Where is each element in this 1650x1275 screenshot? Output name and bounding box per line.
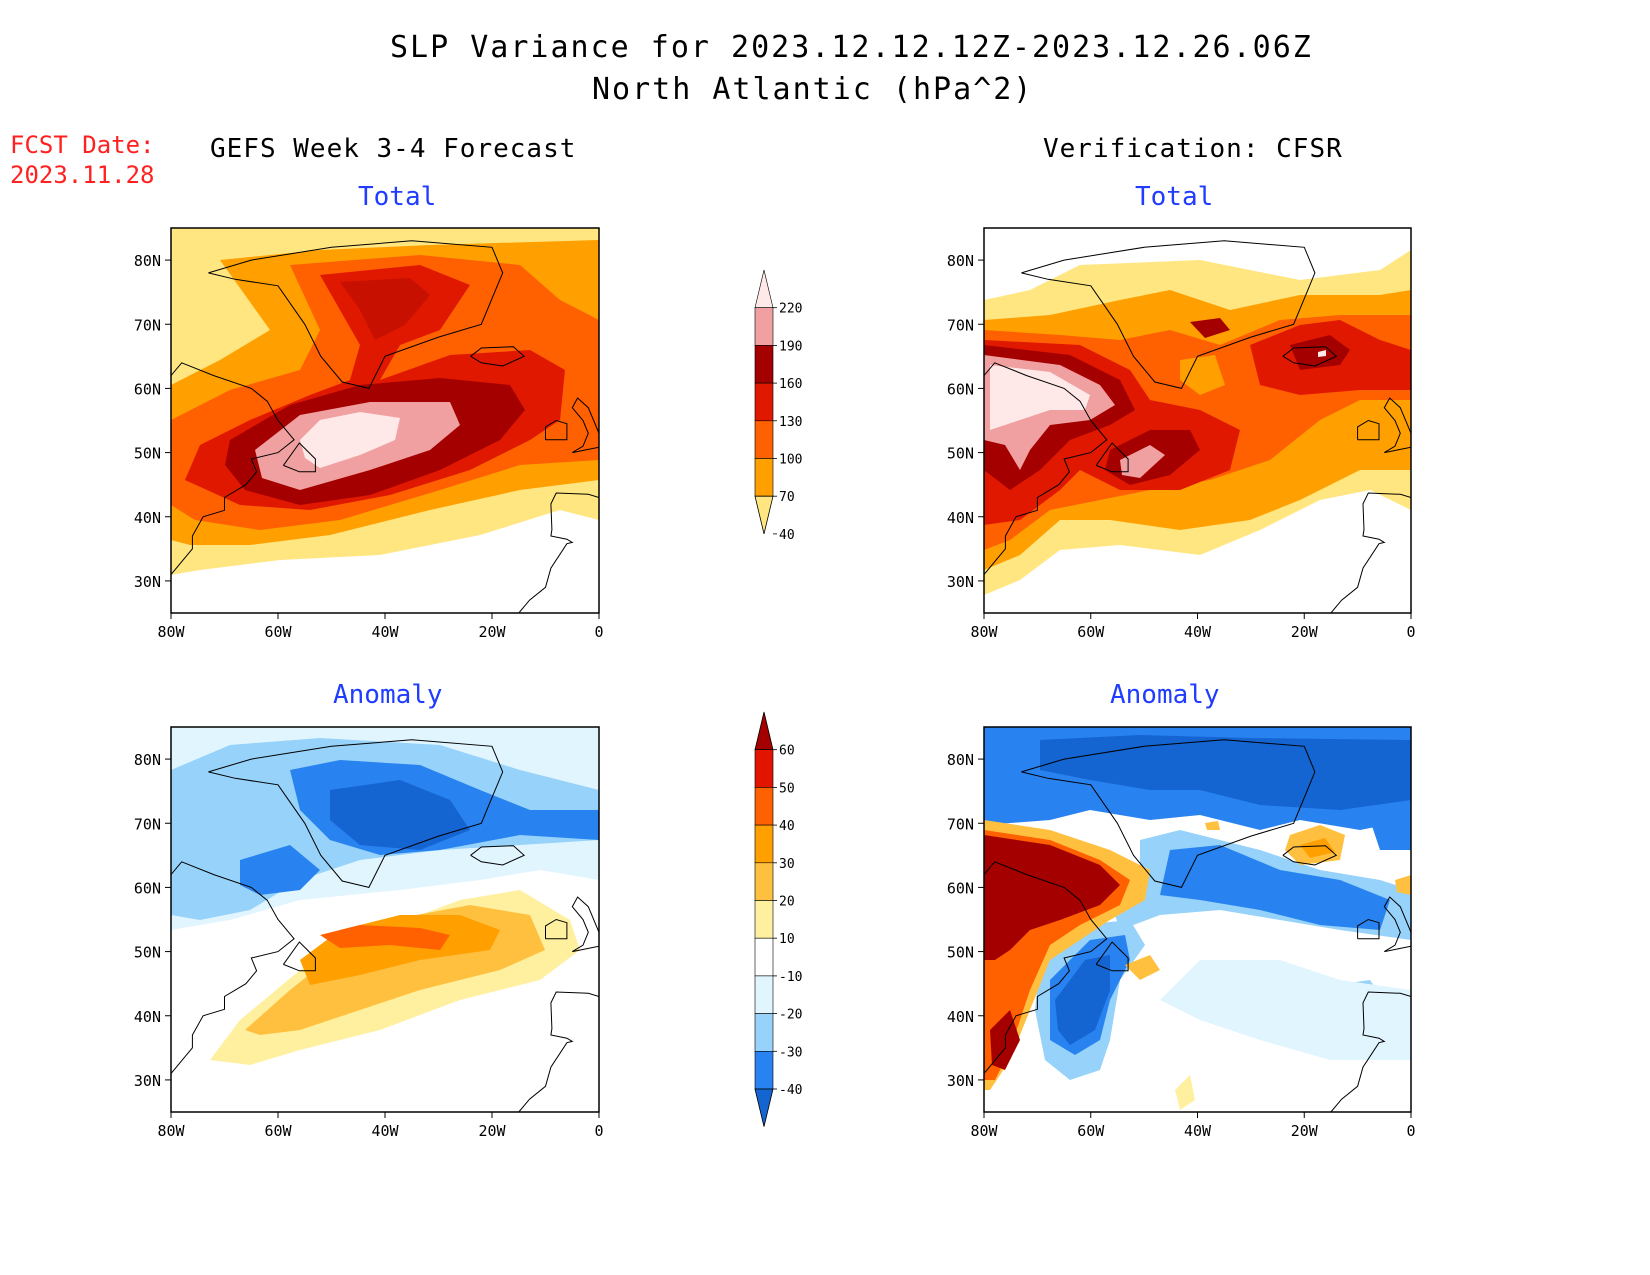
coastline bbox=[984, 739, 1411, 1112]
lat-tick-label: 50N bbox=[134, 944, 161, 962]
colorbar-label: -10 bbox=[779, 970, 802, 985]
map-verification-total bbox=[984, 228, 1411, 613]
coastline bbox=[171, 240, 599, 613]
lat-tick-label: 60N bbox=[947, 879, 974, 897]
fcst-date-value: 2023.11.28 bbox=[10, 161, 155, 189]
colorbar-total: 220 190 160 130 100 70 40 bbox=[754, 269, 802, 543]
lon-tick-label: 80W bbox=[970, 1122, 998, 1140]
lat-tick-label: 40N bbox=[134, 1008, 161, 1026]
panel-title-verification-total: Total bbox=[1135, 182, 1214, 212]
panel-title-forecast-total: Total bbox=[358, 182, 437, 212]
lon-tick-label: 0 bbox=[1406, 1122, 1415, 1140]
colorbar-label: 70 bbox=[779, 490, 795, 505]
lon-tick-label: 60W bbox=[1077, 1122, 1105, 1140]
colorbar-label: 190 bbox=[779, 339, 802, 354]
lat-tick-label: 80N bbox=[134, 252, 161, 270]
lat-tick-label: 80N bbox=[947, 751, 974, 769]
lat-tick-label: 40N bbox=[947, 509, 974, 527]
panel-title-forecast-anomaly: Anomaly bbox=[333, 680, 443, 710]
lat-tick-label: 30N bbox=[947, 573, 974, 591]
lon-tick-label: 80W bbox=[970, 623, 998, 641]
colorbar-segment bbox=[754, 458, 774, 497]
panel-title-verification-anomaly: Anomaly bbox=[1110, 680, 1220, 710]
lon-tick-label: 20W bbox=[478, 623, 506, 641]
lon-tick-label: 0 bbox=[594, 1122, 603, 1140]
lat-tick-label: 70N bbox=[947, 316, 974, 334]
main-subtitle: North Atlantic (hPa^2) bbox=[592, 72, 1034, 107]
colorbar-label: -20 bbox=[779, 1008, 802, 1023]
colorbar-segment bbox=[754, 824, 774, 864]
colorbar-label: 40 bbox=[779, 528, 795, 543]
colorbar-segment bbox=[754, 975, 774, 1014]
lon-tick-label: 0 bbox=[1406, 623, 1415, 641]
lat-tick-label: 60N bbox=[134, 380, 161, 398]
colorbar-anomaly: 60 50 40 30 20 10 -10 -20 -30 -40 bbox=[754, 711, 802, 1127]
lat-tick-label: 30N bbox=[134, 1072, 161, 1090]
column-title-forecast: GEFS Week 3-4 Forecast bbox=[210, 134, 577, 164]
lon-tick-label: 20W bbox=[1291, 623, 1319, 641]
lon-tick-label: 40W bbox=[1184, 1122, 1212, 1140]
colorbar-label: 10 bbox=[779, 932, 795, 947]
colorbar-label: 20 bbox=[779, 895, 795, 910]
lat-tick-label: 40N bbox=[134, 509, 161, 527]
colorbar-segment bbox=[754, 495, 774, 534]
lat-tick-label: 70N bbox=[134, 316, 161, 334]
lat-tick-label: 60N bbox=[947, 380, 974, 398]
column-title-verification: Verification: CFSR bbox=[1043, 134, 1343, 164]
lon-tick-label: 60W bbox=[1077, 623, 1105, 641]
colorbar-label: -40 bbox=[779, 1083, 802, 1098]
coastline bbox=[171, 739, 599, 1112]
colorbar-segment bbox=[754, 937, 774, 977]
colorbar-segment bbox=[754, 420, 774, 459]
colorbar-segment bbox=[754, 862, 774, 901]
colorbar-segment bbox=[754, 900, 774, 939]
colorbar-label: 50 bbox=[779, 781, 795, 796]
main-title: SLP Variance for 2023.12.12.12Z-2023.12.… bbox=[390, 30, 1313, 65]
lat-tick-label: 70N bbox=[947, 815, 974, 833]
colorbar-segment bbox=[754, 787, 774, 826]
colorbar-segment bbox=[754, 345, 774, 384]
colorbar-segment bbox=[754, 269, 774, 308]
lat-tick-label: 50N bbox=[947, 944, 974, 962]
colorbar-segment bbox=[754, 1013, 774, 1052]
lat-tick-label: 60N bbox=[134, 879, 161, 897]
lat-tick-label: 50N bbox=[134, 445, 161, 463]
lon-tick-label: 40W bbox=[371, 623, 399, 641]
lon-tick-label: 60W bbox=[264, 1122, 292, 1140]
colorbar-label: 30 bbox=[779, 857, 795, 872]
colorbar-segment bbox=[754, 307, 774, 346]
lat-tick-label: 80N bbox=[134, 751, 161, 769]
map-forecast-anomaly bbox=[171, 727, 599, 1112]
map-verification-anomaly bbox=[984, 727, 1411, 1112]
lon-tick-label: 20W bbox=[1291, 1122, 1319, 1140]
lon-tick-label: 60W bbox=[264, 623, 292, 641]
colorbar-label: 220 bbox=[779, 302, 802, 317]
lat-tick-label: 50N bbox=[947, 445, 974, 463]
colorbar-segment bbox=[754, 1088, 774, 1127]
lon-tick-label: 40W bbox=[1184, 623, 1212, 641]
colorbar-label: 160 bbox=[779, 377, 802, 392]
lon-tick-label: 80W bbox=[157, 623, 185, 641]
fcst-date-label: FCST Date: bbox=[10, 131, 155, 159]
colorbar-label: -30 bbox=[779, 1045, 802, 1060]
lat-tick-label: 40N bbox=[947, 1008, 974, 1026]
colorbar-segment bbox=[754, 711, 774, 751]
colorbar-label: 60 bbox=[779, 744, 795, 759]
colorbar-segment bbox=[754, 382, 774, 422]
lat-tick-label: 70N bbox=[134, 815, 161, 833]
colorbar-segment bbox=[754, 1051, 774, 1090]
colorbar-segment bbox=[754, 749, 774, 788]
colorbar-label: 130 bbox=[779, 415, 802, 430]
lon-tick-label: 40W bbox=[371, 1122, 399, 1140]
colorbar-label: 100 bbox=[779, 453, 802, 468]
lon-tick-label: 80W bbox=[157, 1122, 185, 1140]
lon-tick-label: 20W bbox=[478, 1122, 506, 1140]
lat-tick-label: 30N bbox=[134, 573, 161, 591]
lat-tick-label: 30N bbox=[947, 1072, 974, 1090]
colorbar-label: 40 bbox=[779, 819, 795, 834]
lon-tick-label: 0 bbox=[594, 623, 603, 641]
lat-tick-label: 80N bbox=[947, 252, 974, 270]
map-forecast-total bbox=[171, 228, 599, 613]
